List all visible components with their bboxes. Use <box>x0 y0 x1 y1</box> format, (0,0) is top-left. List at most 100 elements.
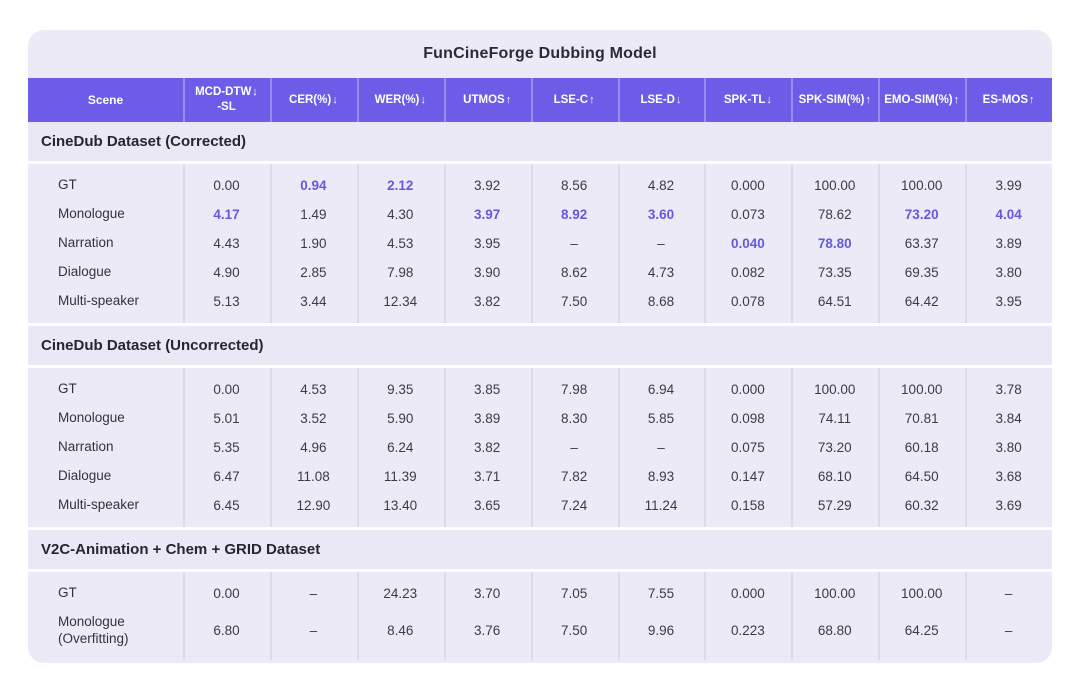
header-column-divider <box>444 78 446 122</box>
value-cell: – <box>965 586 1052 601</box>
down-arrow-icon: ↓ <box>252 86 258 98</box>
value-cell: 7.55 <box>618 586 705 601</box>
header-column-divider <box>183 78 185 122</box>
scene-cell: Monologue <box>28 410 183 427</box>
down-arrow-icon: ↓ <box>420 94 426 106</box>
down-arrow-icon: ↓ <box>332 94 338 106</box>
value-cell: 0.082 <box>704 265 791 280</box>
value-cell: – <box>270 623 357 638</box>
value-cell: 100.00 <box>791 586 878 601</box>
column-label: SPK-TL <box>724 94 766 106</box>
scene-cell: GT <box>28 381 183 398</box>
value-cell: 100.00 <box>878 382 965 397</box>
header-column-divider <box>791 78 793 122</box>
value-cell: 1.49 <box>270 207 357 222</box>
value-cell: 3.80 <box>965 265 1052 280</box>
column-label-sub: -SL <box>217 100 236 114</box>
column-header-lse-c: LSE-C↑ <box>531 78 618 122</box>
value-cell: 4.30 <box>357 207 444 222</box>
value-cell: 8.93 <box>618 469 705 484</box>
value-cell: 24.23 <box>357 586 444 601</box>
value-cell: 5.35 <box>183 440 270 455</box>
scene-cell: GT <box>28 585 183 602</box>
table-row: Dialogue6.4711.0811.393.717.828.930.1476… <box>28 462 1052 491</box>
value-cell: 0.098 <box>704 411 791 426</box>
value-cell: 73.35 <box>791 265 878 280</box>
value-cell: 2.85 <box>270 265 357 280</box>
value-cell: 3.80 <box>965 440 1052 455</box>
value-cell: 5.01 <box>183 411 270 426</box>
value-cell: 0.073 <box>704 207 791 222</box>
value-cell: 3.70 <box>444 586 531 601</box>
value-cell: 100.00 <box>878 586 965 601</box>
value-cell: 0.000 <box>704 586 791 601</box>
value-cell: 7.82 <box>531 469 618 484</box>
section-rows: GT0.004.539.353.857.986.940.000100.00100… <box>28 368 1052 530</box>
value-cell: 3.68 <box>965 469 1052 484</box>
value-cell: 100.00 <box>878 178 965 193</box>
up-arrow-icon: ↑ <box>1029 94 1035 106</box>
value-cell: 11.08 <box>270 469 357 484</box>
table-header-row: SceneMCD-DTW↓-SLCER(%)↓WER(%)↓UTMOS↑LSE-… <box>28 78 1052 122</box>
scene-cell: Monologue (Overfitting) <box>28 614 183 648</box>
scene-cell: Narration <box>28 235 183 252</box>
value-cell: 6.80 <box>183 623 270 638</box>
value-cell: 68.80 <box>791 623 878 638</box>
column-header-spk-sim: SPK-SIM(%)↑ <box>791 78 878 122</box>
value-cell: 4.73 <box>618 265 705 280</box>
column-header-mcd-dtw: MCD-DTW↓-SL <box>183 78 270 122</box>
value-cell: 5.85 <box>618 411 705 426</box>
value-cell: 0.147 <box>704 469 791 484</box>
value-cell: 6.24 <box>357 440 444 455</box>
value-cell: 3.65 <box>444 498 531 513</box>
value-cell: 8.62 <box>531 265 618 280</box>
value-cell: 0.94 <box>270 178 357 193</box>
value-cell: 3.76 <box>444 623 531 638</box>
column-label: CER(%) <box>289 94 331 106</box>
value-cell: 73.20 <box>878 207 965 222</box>
value-cell: 3.99 <box>965 178 1052 193</box>
value-cell: 0.075 <box>704 440 791 455</box>
value-cell: 60.32 <box>878 498 965 513</box>
value-cell: 5.90 <box>357 411 444 426</box>
value-cell: 6.45 <box>183 498 270 513</box>
value-cell: 73.20 <box>791 440 878 455</box>
value-cell: 0.078 <box>704 294 791 309</box>
value-cell: 4.04 <box>965 207 1052 222</box>
section-rows: GT0.000.942.123.928.564.820.000100.00100… <box>28 164 1052 326</box>
value-cell: 3.85 <box>444 382 531 397</box>
value-cell: 7.98 <box>531 382 618 397</box>
header-column-divider <box>704 78 706 122</box>
value-cell: 3.60 <box>618 207 705 222</box>
value-cell: 64.51 <box>791 294 878 309</box>
value-cell: 63.37 <box>878 236 965 251</box>
scene-cell: GT <box>28 177 183 194</box>
value-cell: 3.84 <box>965 411 1052 426</box>
column-header-utmos: UTMOS↑ <box>444 78 531 122</box>
value-cell: 6.47 <box>183 469 270 484</box>
value-cell: 3.52 <box>270 411 357 426</box>
table-row: Monologue4.171.494.303.978.923.600.07378… <box>28 200 1052 229</box>
value-cell: 4.53 <box>357 236 444 251</box>
value-cell: 2.12 <box>357 178 444 193</box>
header-column-divider <box>270 78 272 122</box>
value-cell: 3.89 <box>444 411 531 426</box>
value-cell: 7.50 <box>531 623 618 638</box>
value-cell: 100.00 <box>791 178 878 193</box>
column-header-wer: WER(%)↓ <box>357 78 444 122</box>
value-cell: 0.00 <box>183 586 270 601</box>
value-cell: – <box>531 236 618 251</box>
value-cell: 0.00 <box>183 178 270 193</box>
column-label: Scene <box>88 93 123 107</box>
table-row: Multi-speaker5.133.4412.343.827.508.680.… <box>28 287 1052 316</box>
value-cell: 8.46 <box>357 623 444 638</box>
value-cell: 4.96 <box>270 440 357 455</box>
value-cell: 100.00 <box>791 382 878 397</box>
column-label: LSE-C <box>554 94 589 106</box>
header-column-divider <box>618 78 620 122</box>
value-cell: 12.90 <box>270 498 357 513</box>
column-label: LSE-D <box>640 94 675 106</box>
value-cell: 78.62 <box>791 207 878 222</box>
table-row: Narration4.431.904.533.95––0.04078.8063.… <box>28 229 1052 258</box>
value-cell: 0.00 <box>183 382 270 397</box>
